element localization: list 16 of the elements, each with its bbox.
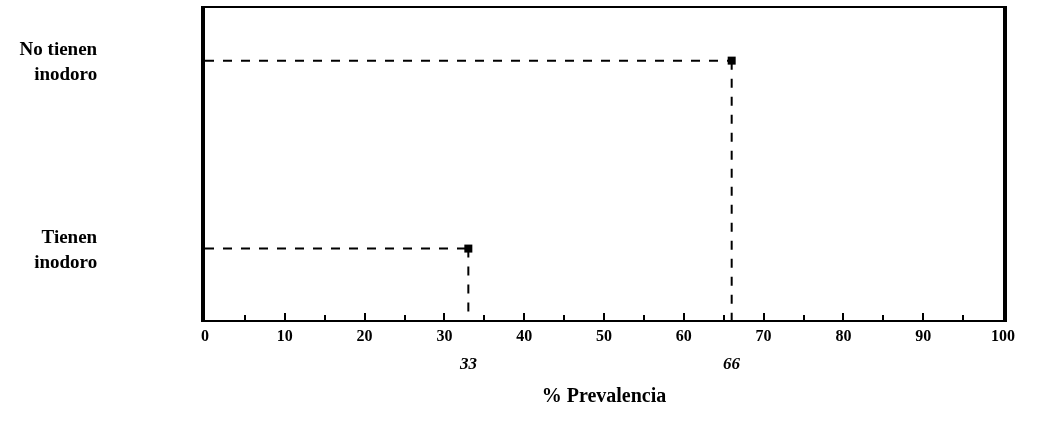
x-axis-title: % Prevalencia bbox=[541, 384, 667, 407]
x-tick-label: 20 bbox=[356, 327, 373, 345]
x-tick-label: 70 bbox=[755, 327, 772, 345]
y-tick-label: No tienen inodoro bbox=[19, 37, 98, 84]
x-tick-label: 30 bbox=[436, 327, 453, 345]
x-tick-label: 40 bbox=[516, 327, 533, 345]
ref-line-label: 33 bbox=[459, 354, 478, 373]
x-tick-label: 100 bbox=[991, 327, 1015, 345]
x-tick-label: 60 bbox=[675, 327, 692, 345]
x-tick-label: 80 bbox=[835, 327, 852, 345]
x-tick-label: 0 bbox=[201, 327, 209, 345]
y-tick-label: Tienen inodoro bbox=[34, 225, 98, 272]
x-tick-label: 10 bbox=[276, 327, 293, 345]
x-tick-label: 90 bbox=[915, 327, 932, 345]
ref-line-label: 66 bbox=[723, 354, 741, 373]
x-tick-label: 50 bbox=[596, 327, 612, 345]
